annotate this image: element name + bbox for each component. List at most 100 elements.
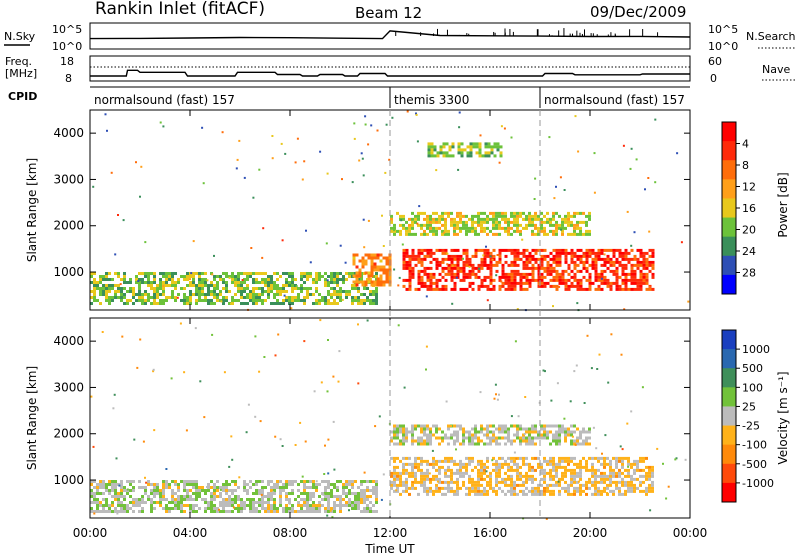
data-cell — [522, 217, 525, 221]
data-cell — [433, 148, 437, 152]
data-cell — [273, 483, 276, 486]
data-cell — [138, 281, 141, 284]
data-cell — [396, 430, 399, 434]
data-cell — [636, 257, 640, 261]
data-cell — [126, 507, 129, 510]
data-cell — [445, 154, 449, 158]
data-cell — [423, 248, 427, 252]
data-cell — [93, 290, 96, 293]
data-cell — [648, 465, 651, 469]
data-cell — [237, 275, 240, 278]
data-cell — [414, 424, 417, 428]
data-cell — [615, 278, 619, 282]
data-cell — [201, 293, 204, 296]
data-cell — [441, 436, 444, 440]
data-cell — [555, 468, 558, 472]
data-cell — [543, 229, 546, 233]
data-cell — [486, 442, 489, 446]
data-cell — [486, 226, 489, 230]
data-cell — [525, 427, 528, 431]
data-cell — [138, 498, 141, 501]
data-cell — [110, 171, 113, 174]
data-cell — [456, 424, 459, 428]
data-cell — [525, 442, 528, 446]
data-cell — [300, 507, 303, 510]
data-cell — [288, 492, 291, 495]
data-cell — [498, 254, 502, 258]
data-cell — [573, 229, 576, 233]
data-cell — [531, 468, 534, 472]
data-cell — [447, 456, 450, 460]
data-cell — [150, 489, 153, 492]
data-cell — [447, 229, 450, 233]
data-cell — [420, 257, 424, 261]
data-cell — [507, 433, 510, 437]
data-cell — [312, 492, 315, 495]
data-cell — [435, 226, 438, 230]
data-cell — [507, 226, 510, 230]
data-cell — [116, 512, 119, 515]
data-cell — [585, 278, 589, 282]
data-cell — [499, 151, 503, 155]
data-cell — [192, 510, 195, 513]
data-cell — [432, 232, 435, 236]
data-cell — [465, 468, 468, 472]
data-cell — [474, 266, 478, 270]
data-cell — [282, 507, 285, 510]
data-cell — [390, 483, 393, 487]
data-cell — [249, 290, 252, 293]
data-cell — [451, 142, 455, 146]
data-cell — [639, 251, 643, 255]
data-cell — [180, 480, 183, 483]
data-cell — [210, 492, 213, 495]
colorbar-tick-label: -25 — [742, 420, 760, 433]
data-cell — [639, 474, 642, 478]
data-cell — [330, 492, 333, 495]
data-cell — [501, 489, 504, 493]
data-cell — [540, 278, 544, 282]
data-cell — [213, 489, 216, 492]
data-cell — [447, 459, 450, 463]
data-cell — [462, 480, 465, 484]
data-cell — [465, 263, 469, 267]
data-cell — [486, 424, 489, 428]
data-cell — [369, 507, 372, 510]
data-cell — [159, 489, 162, 492]
data-cell — [495, 439, 498, 443]
data-cell — [426, 251, 430, 255]
data-cell — [486, 217, 489, 221]
data-cell — [291, 492, 294, 495]
data-cell — [111, 489, 114, 492]
data-cell — [513, 433, 516, 437]
data-cell — [375, 486, 378, 489]
data-cell — [465, 465, 468, 469]
data-cell — [525, 214, 528, 218]
data-cell — [144, 302, 147, 305]
data-cell — [432, 287, 436, 291]
data-cell — [447, 272, 451, 276]
data-cell — [498, 278, 502, 282]
data-cell — [414, 486, 417, 490]
data-cell — [327, 483, 330, 486]
data-cell — [594, 260, 598, 264]
data-cell — [516, 211, 519, 215]
data-cell — [162, 125, 165, 128]
data-cell — [430, 142, 434, 146]
data-cell — [366, 296, 369, 299]
data-cell — [333, 504, 336, 507]
data-cell — [570, 284, 574, 288]
data-cell — [159, 501, 162, 504]
data-cell — [555, 465, 558, 469]
data-cell — [429, 439, 432, 443]
data-cell — [397, 284, 400, 287]
data-cell — [645, 456, 648, 460]
data-cell — [326, 279, 329, 282]
data-cell — [549, 477, 552, 481]
data-cell — [372, 504, 375, 507]
data-cell — [303, 492, 306, 495]
data-cell — [246, 492, 249, 495]
data-cell — [432, 217, 435, 221]
data-cell — [453, 281, 457, 285]
data-cell — [618, 489, 621, 493]
data-cell — [402, 217, 405, 221]
